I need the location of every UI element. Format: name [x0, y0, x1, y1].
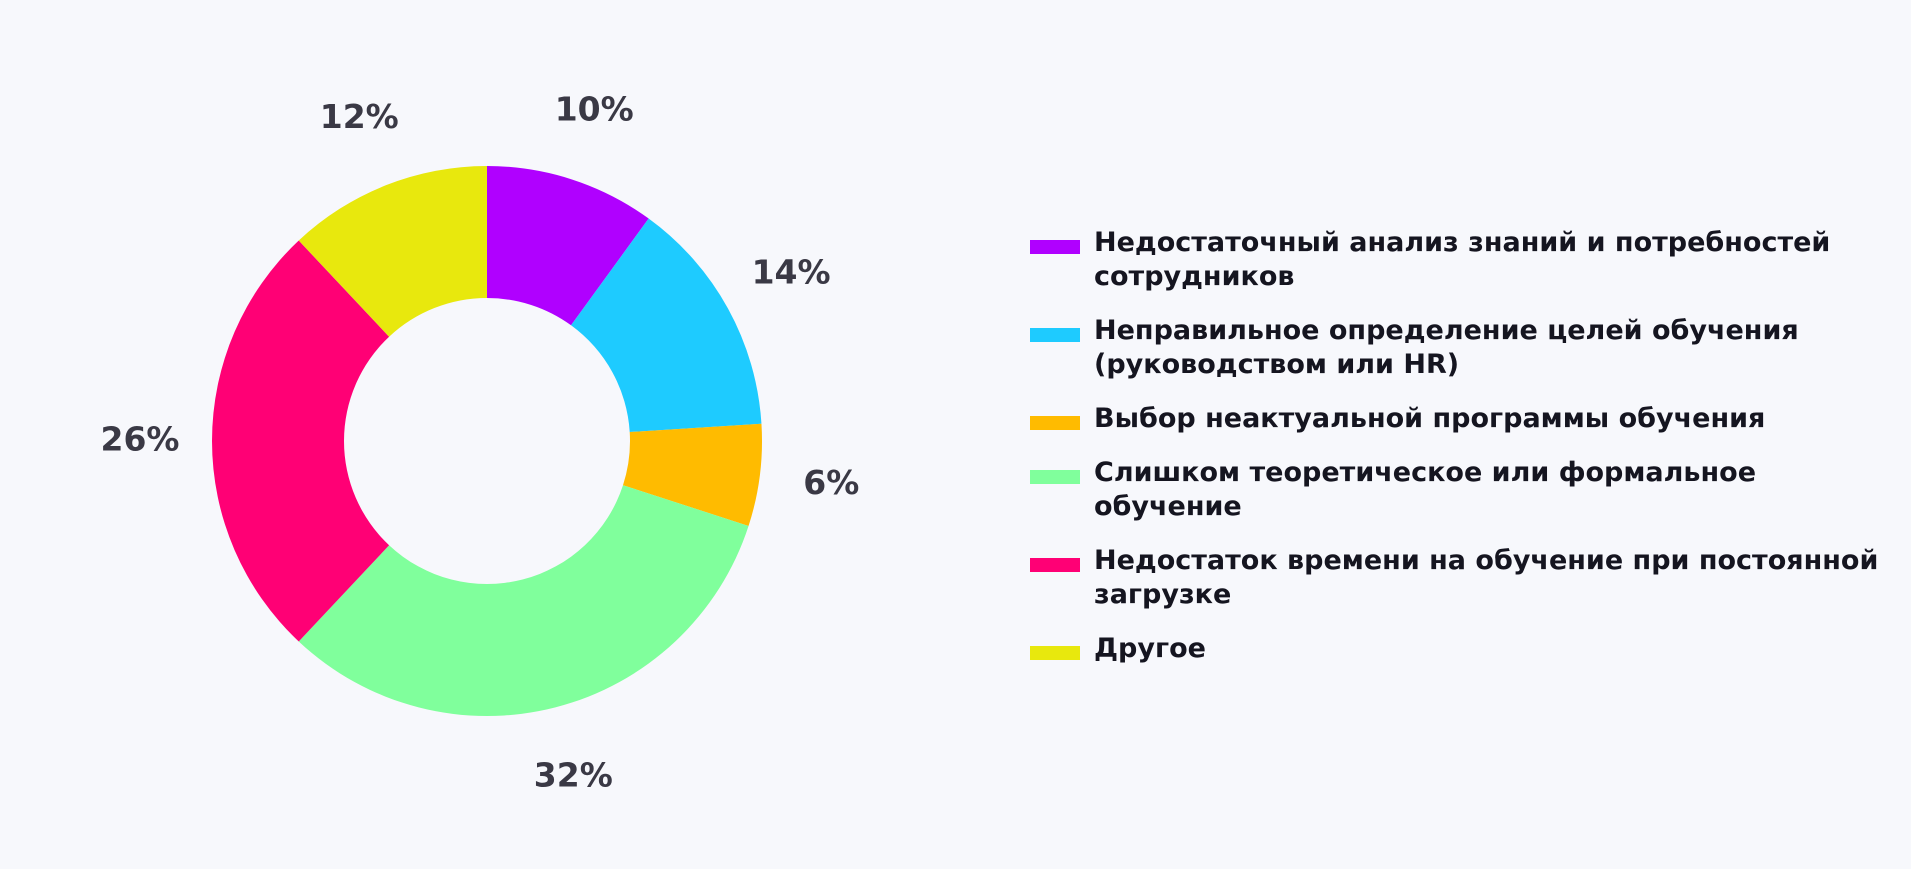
legend-swatch [1030, 328, 1080, 342]
donut-slice-5 [211, 240, 390, 642]
legend-swatch [1030, 646, 1080, 660]
donut-slice-3 [623, 423, 762, 526]
slice-value-label-3: 6% [803, 463, 859, 502]
legend-item-1: Недостаточный анализ знаний и потребност… [1030, 226, 1910, 294]
legend-swatch [1030, 470, 1080, 484]
donut-slice-1 [487, 166, 649, 326]
legend-label: Другое [1094, 633, 1206, 664]
legend-swatch [1030, 558, 1080, 572]
slice-value-label-6: 12% [320, 97, 399, 136]
slice-value-label-2: 14% [752, 252, 831, 291]
legend-label: Неправильное определение целей обучения … [1094, 315, 1799, 380]
slice-value-label-4: 32% [534, 756, 613, 795]
legend-label: Недостаток времени на обучение при посто… [1094, 545, 1879, 610]
labels-group: 10% 14% 6% 32% 26% 12% [101, 89, 860, 794]
slice-value-label-5: 26% [101, 420, 180, 459]
donut-slice-4 [298, 485, 749, 717]
legend-label: Слишком теоретическое или формальное обу… [1094, 457, 1757, 522]
legend: Недостаточный анализ знаний и потребност… [1030, 226, 1910, 686]
slice-value-label-1: 10% [555, 89, 634, 128]
legend-label: Недостаточный анализ знаний и потребност… [1094, 227, 1831, 292]
donut-slice-6 [298, 166, 487, 337]
legend-item-4: Слишком теоретическое или формальное обу… [1030, 456, 1910, 524]
legend-item-6: Другое [1030, 632, 1910, 666]
legend-item-5: Недостаток времени на обучение при посто… [1030, 544, 1910, 612]
legend-swatch [1030, 416, 1080, 430]
legend-label: Выбор неактуальной программы обучения [1094, 403, 1766, 434]
legend-item-2: Неправильное определение целей обучения … [1030, 314, 1910, 382]
legend-swatch [1030, 240, 1080, 254]
donut-slice-2 [571, 218, 762, 433]
legend-item-3: Выбор неактуальной программы обучения [1030, 402, 1910, 436]
slices-group [211, 166, 762, 717]
